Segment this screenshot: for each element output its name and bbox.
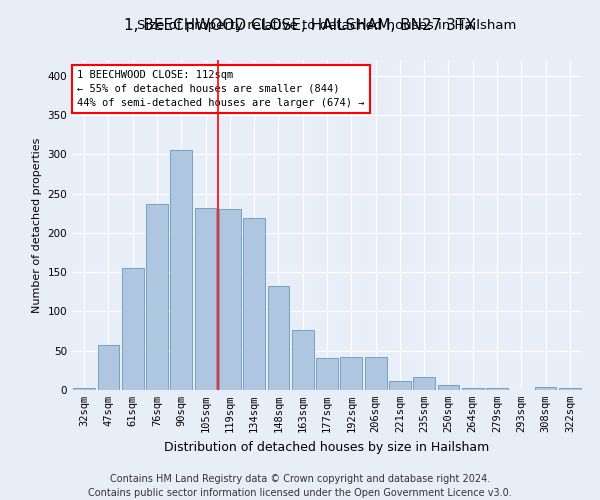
Bar	[146, 204, 168, 390]
Bar	[73, 388, 95, 390]
Bar	[122, 268, 143, 390]
Bar	[97, 345, 119, 390]
Bar	[268, 286, 289, 390]
Bar	[292, 330, 314, 390]
Bar	[437, 386, 460, 390]
Title: Size of property relative to detached houses in Hailsham: Size of property relative to detached ho…	[137, 20, 517, 32]
Bar	[462, 388, 484, 390]
Bar	[194, 208, 217, 390]
Bar	[170, 150, 192, 390]
Bar	[559, 388, 581, 390]
Bar	[389, 382, 411, 390]
Bar	[486, 388, 508, 390]
Text: 1, BEECHWOOD CLOSE, HAILSHAM, BN27 3TX: 1, BEECHWOOD CLOSE, HAILSHAM, BN27 3TX	[124, 18, 476, 32]
Bar	[535, 387, 556, 390]
Bar	[365, 357, 386, 390]
Bar	[413, 378, 435, 390]
Y-axis label: Number of detached properties: Number of detached properties	[32, 138, 42, 312]
Text: 1 BEECHWOOD CLOSE: 112sqm
← 55% of detached houses are smaller (844)
44% of semi: 1 BEECHWOOD CLOSE: 112sqm ← 55% of detac…	[77, 70, 365, 108]
Bar	[340, 357, 362, 390]
Bar	[243, 218, 265, 390]
Bar	[219, 210, 241, 390]
X-axis label: Distribution of detached houses by size in Hailsham: Distribution of detached houses by size …	[164, 440, 490, 454]
Bar	[316, 358, 338, 390]
Text: Contains HM Land Registry data © Crown copyright and database right 2024.
Contai: Contains HM Land Registry data © Crown c…	[88, 474, 512, 498]
